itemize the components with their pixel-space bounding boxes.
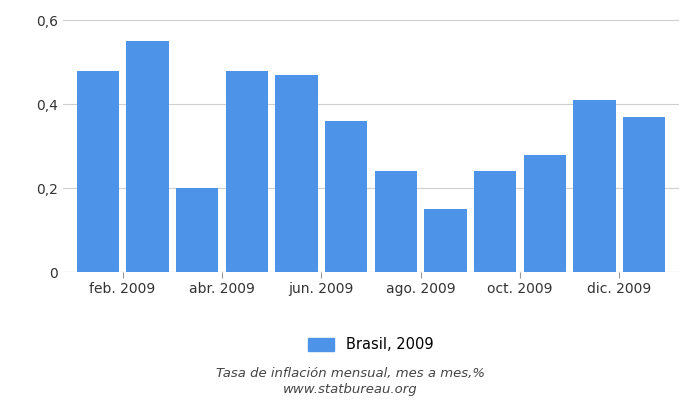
Bar [474, 171, 517, 272]
Bar [275, 75, 318, 272]
Bar [225, 71, 268, 272]
Text: www.statbureau.org: www.statbureau.org [283, 384, 417, 396]
Text: Tasa de inflación mensual, mes a mes,%: Tasa de inflación mensual, mes a mes,% [216, 368, 484, 380]
Legend: Brasil, 2009: Brasil, 2009 [302, 331, 440, 358]
Bar [325, 121, 368, 272]
Bar [374, 171, 417, 272]
Bar [126, 41, 169, 272]
Bar [623, 117, 665, 272]
Bar [77, 71, 119, 272]
Bar [573, 100, 616, 272]
Bar [176, 188, 218, 272]
Bar [424, 209, 467, 272]
Bar [524, 154, 566, 272]
